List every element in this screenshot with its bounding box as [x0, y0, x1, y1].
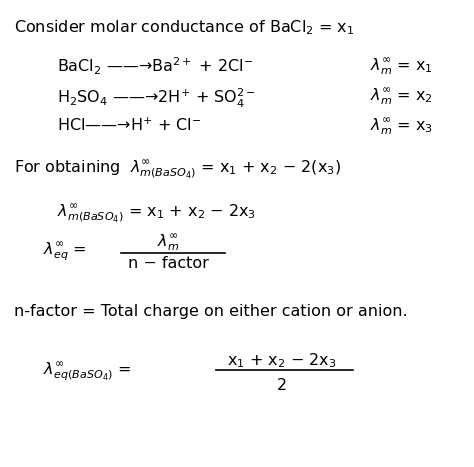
Text: $\lambda_m^{\infty}$ = x$_2$: $\lambda_m^{\infty}$ = x$_2$	[370, 86, 432, 107]
Text: H$_2$SO$_4$ ——→2H$^{+}$ + SO$_4^{2-}$: H$_2$SO$_4$ ——→2H$^{+}$ + SO$_4^{2-}$	[57, 86, 256, 110]
Text: $\lambda_m^{\infty}$: $\lambda_m^{\infty}$	[157, 233, 179, 253]
Text: n − factor: n − factor	[128, 256, 209, 271]
Text: HCl——→H$^{+}$ + Cl$^{-}$: HCl——→H$^{+}$ + Cl$^{-}$	[57, 117, 201, 134]
Text: x$_1$ + x$_2$ − 2x$_3$: x$_1$ + x$_2$ − 2x$_3$	[228, 351, 337, 370]
Text: $\lambda_{eq(BaSO_4)}^{\infty}$ =: $\lambda_{eq(BaSO_4)}^{\infty}$ =	[43, 360, 131, 382]
Text: For obtaining  $\lambda_{m(BaSO_4)}^{\infty}$ = x$_1$ + x$_2$ − 2(x$_3$): For obtaining $\lambda_{m(BaSO_4)}^{\inf…	[14, 159, 341, 181]
Text: $\lambda_{m(BaSO_4)}^{\infty}$ = x$_1$ + x$_2$ − 2x$_3$: $\lambda_{m(BaSO_4)}^{\infty}$ = x$_1$ +…	[57, 203, 256, 226]
Text: $\lambda_m^{\infty}$ = x$_3$: $\lambda_m^{\infty}$ = x$_3$	[370, 117, 433, 137]
Text: $\lambda_m^{\infty}$ = x$_1$: $\lambda_m^{\infty}$ = x$_1$	[370, 56, 432, 77]
Text: BaCl$_2$ ——→Ba$^{2+}$ + 2Cl$^{-}$: BaCl$_2$ ——→Ba$^{2+}$ + 2Cl$^{-}$	[57, 56, 254, 78]
Text: Consider molar conductance of BaCl$_2$ = x$_1$: Consider molar conductance of BaCl$_2$ =…	[14, 19, 355, 37]
Text: $\lambda_{eq}^{\infty}$ =: $\lambda_{eq}^{\infty}$ =	[43, 240, 86, 262]
Text: n-factor = Total charge on either cation or anion.: n-factor = Total charge on either cation…	[14, 304, 408, 318]
Text: 2: 2	[277, 378, 287, 393]
